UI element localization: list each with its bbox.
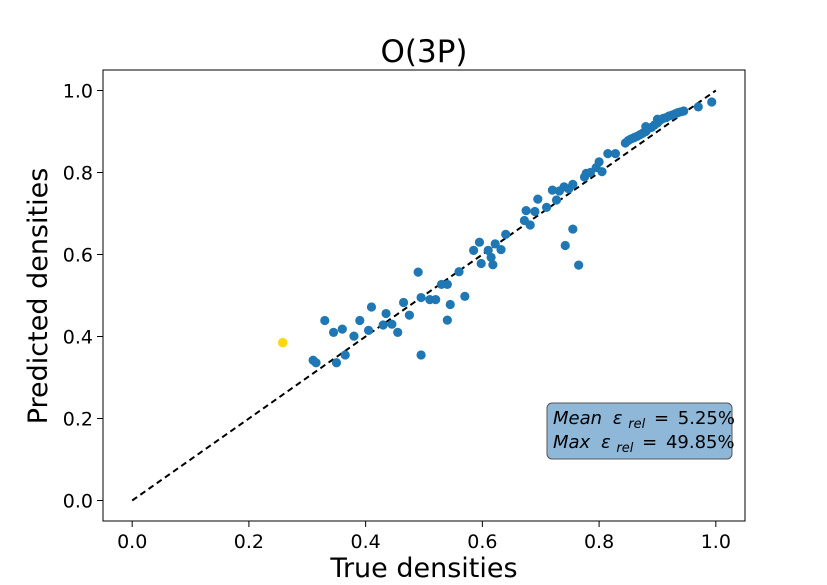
annotation-background — [546, 402, 733, 460]
data-point — [349, 331, 359, 341]
chart-title: O(3P) — [380, 34, 467, 70]
annotation-max: Max ε rel = 49.85% — [553, 432, 735, 457]
plot-frame — [102, 69, 746, 522]
y-axis-label: Predicted densities — [23, 168, 54, 425]
data-point — [533, 194, 543, 204]
y-tick-label: 0.4 — [63, 327, 93, 349]
data-point — [404, 310, 415, 320]
annotation-mean: Mean ε rel = 5.25% — [553, 408, 735, 433]
data-point — [568, 224, 578, 234]
data-point — [311, 358, 321, 368]
data-point — [387, 319, 397, 329]
data-point — [442, 315, 452, 325]
data-point — [328, 327, 339, 337]
data-point — [652, 114, 663, 124]
data-point — [393, 327, 403, 337]
data-point — [496, 244, 506, 255]
data-point — [378, 320, 388, 330]
data-point — [594, 157, 604, 167]
data-point — [574, 260, 584, 270]
data-point — [331, 358, 342, 368]
data-point — [551, 195, 562, 205]
data-point — [641, 121, 651, 132]
data-point — [431, 295, 441, 305]
data-point — [530, 206, 540, 217]
highlight-point — [277, 337, 288, 348]
data-point — [320, 315, 330, 326]
x-tick-label: 1.0 — [701, 531, 731, 553]
data-point — [597, 167, 607, 177]
plot-area — [131, 89, 717, 502]
data-point — [603, 149, 613, 159]
data-point — [521, 206, 531, 216]
data-point — [525, 220, 535, 230]
x-axis-ticks: 0.0 0.2 0.4 0.6 0.8 1.0 — [117, 521, 731, 553]
data-point — [454, 267, 464, 277]
x-tick-label: 0.2 — [234, 531, 264, 553]
x-tick-label: 0.4 — [351, 531, 381, 553]
data-point — [445, 299, 455, 310]
annotation-box: Mean ε rel = 5.25% Max ε rel = 49.85% — [546, 402, 735, 460]
data-point — [413, 267, 423, 277]
data-point — [679, 106, 689, 116]
data-point — [483, 245, 493, 255]
data-point — [490, 239, 500, 249]
data-point — [355, 315, 365, 326]
data-point — [366, 302, 377, 312]
y-tick-label: 0.8 — [63, 163, 93, 185]
data-point — [340, 350, 350, 360]
data-point — [547, 185, 558, 195]
y-tick-label: 0.0 — [63, 491, 93, 513]
x-tick-label: 0.8 — [584, 531, 614, 553]
data-point — [568, 179, 578, 189]
data-point — [416, 350, 426, 360]
data-point — [501, 229, 511, 240]
data-point — [693, 102, 703, 112]
data-point — [469, 245, 479, 255]
data-point — [442, 279, 452, 290]
data-point — [363, 325, 374, 335]
data-point — [381, 308, 391, 319]
y-tick-label: 0.6 — [63, 245, 93, 267]
reference-line — [131, 89, 717, 502]
y-tick-label: 0.2 — [63, 409, 93, 431]
data-point — [560, 240, 570, 251]
data-point — [460, 291, 470, 301]
data-point — [541, 202, 552, 212]
data-point — [707, 97, 717, 107]
data-point — [476, 258, 486, 269]
data-point — [337, 324, 347, 334]
x-axis-label: True densities — [329, 553, 517, 584]
y-axis-ticks: 0.0 0.2 0.4 0.6 0.8 1.0 — [63, 81, 103, 513]
data-point — [610, 149, 621, 159]
y-tick-label: 1.0 — [63, 81, 93, 103]
x-tick-label: 0.0 — [117, 531, 147, 553]
data-point — [416, 292, 426, 303]
data-point — [398, 297, 409, 308]
data-point — [474, 237, 485, 247]
x-tick-label: 0.6 — [467, 531, 497, 553]
data-point — [488, 260, 498, 270]
data-point — [486, 252, 496, 262]
